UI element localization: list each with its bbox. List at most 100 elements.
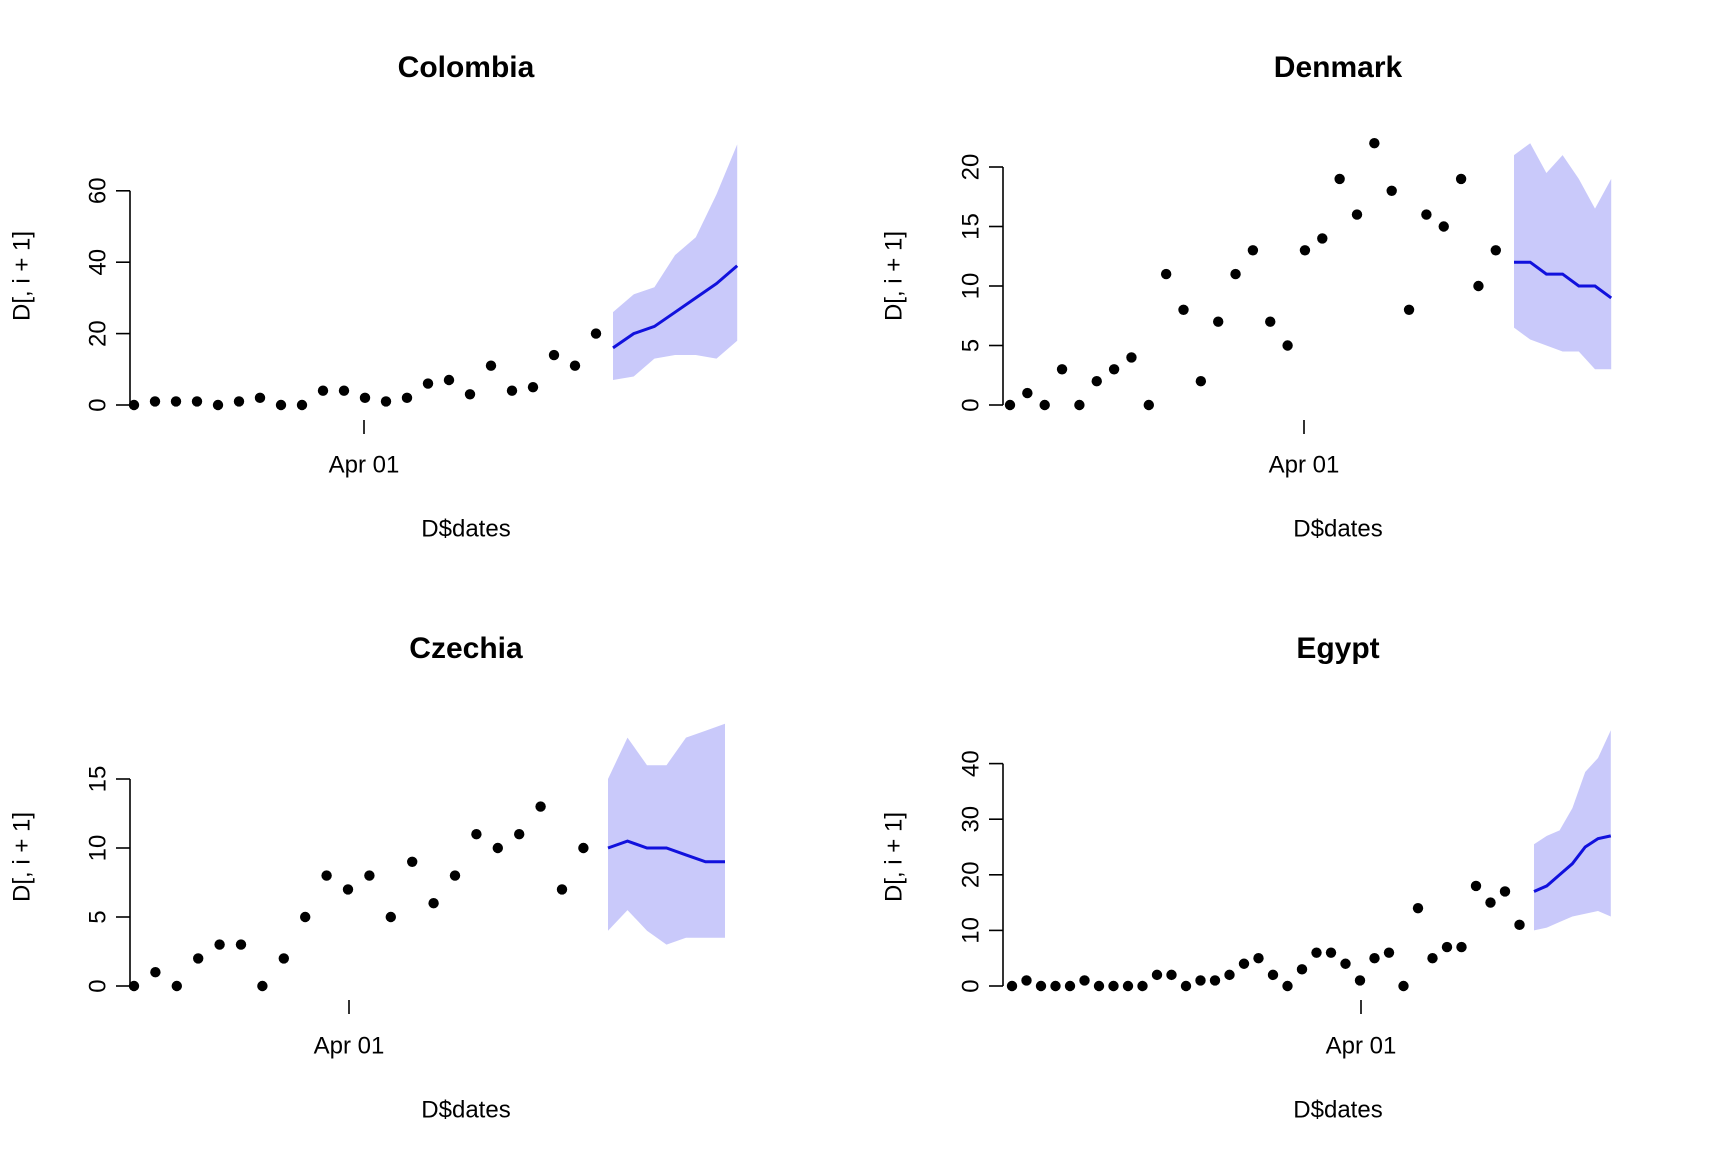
panel-title: Denmark [1274,51,1403,84]
x-axis-title: D$dates [421,516,510,543]
data-point [548,349,560,361]
forecast-line [1533,834,1612,893]
y-tick-label: 20 [958,861,985,888]
data-point [578,842,589,854]
data-point [1398,980,1409,992]
data-point [1180,980,1192,992]
data-point [128,399,140,411]
data-point [1456,941,1467,953]
data-point [275,399,287,411]
x-tick-label: Apr 01 [329,452,400,479]
data-point [342,884,354,895]
data-point [1195,975,1206,986]
data-point [1126,352,1137,363]
data-point [1064,980,1076,992]
data-point [1151,969,1163,981]
data-point [1514,919,1525,931]
data-point [1369,953,1380,964]
y-axis-title: D[, i + 1] [9,812,36,902]
data-point [1108,980,1119,992]
data-point [407,856,418,867]
forecast-band [1534,730,1611,931]
data-point [1213,316,1224,327]
forecast-band [613,144,738,381]
data-point [1122,980,1134,992]
data-point [1351,209,1363,220]
x-tick-label: Apr 01 [1269,452,1340,479]
data-point [1021,975,1032,986]
data-point [380,396,392,407]
data-point [590,328,602,339]
data-point [1230,268,1241,280]
data-point [1056,364,1068,375]
panel-egypt: Egypt 0 10 20 30 40 Apr 01 D$dates D[, i + 1] [881,632,1612,1124]
data-point [321,870,332,881]
data-point [338,385,350,396]
data-point [485,360,497,371]
data-point [1282,980,1293,992]
y-tick-label: 0 [958,398,985,411]
data-point [1006,980,1018,992]
y-tick-label: 0 [958,979,985,992]
data-point [128,980,140,992]
data-point [171,980,182,992]
data-point [1386,185,1397,196]
data-point [1166,969,1177,981]
data-point [1079,975,1090,986]
data-point [556,884,568,895]
data-point [1022,387,1033,399]
data-point [1137,980,1148,992]
data-point [492,842,503,854]
data-point [1296,964,1308,975]
data-point [527,381,539,393]
data-point [1485,897,1496,908]
y-tick-label: 10 [958,917,985,944]
y-axis-title: D[, i + 1] [881,812,908,902]
panel-title: Czechia [409,632,523,665]
data-point [428,898,439,909]
panel-denmark: Denmark 0 5 10 15 20 Apr 01 D$dates D[, i + 1] [881,51,1613,543]
panel-title: Colombia [398,51,535,84]
data-point [359,392,371,404]
panel-czechia: Czechia 0 5 10 15 Apr 01 D$dates D[, i + 1] [9,632,725,1124]
x-axis-title: D$dates [421,1097,510,1124]
data-point [1421,209,1432,220]
data-point [449,870,461,881]
data-point [443,374,455,386]
data-point [1311,947,1322,958]
y-tick-label: 5 [958,339,985,352]
data-point [1224,969,1235,981]
data-point [1039,399,1050,411]
y-tick-label: 15 [85,766,112,793]
data-point [1490,245,1502,256]
forecast-band [1514,143,1612,370]
data-point [1427,953,1438,964]
y-tick-label: 30 [958,806,985,833]
data-point [1035,980,1047,992]
data-point [1265,316,1276,327]
data-point [1267,969,1279,981]
y-tick-label: 60 [85,177,112,204]
y-axis-title: D[, i + 1] [9,231,36,321]
data-point [257,980,268,992]
data-point [1093,980,1105,992]
data-point [296,399,308,411]
data-point [233,396,245,407]
x-axis-title: D$dates [1293,516,1382,543]
y-tick-label: 5 [85,910,112,923]
data-point [1253,953,1264,964]
data-point [535,801,546,812]
data-point [401,392,413,404]
data-point [150,967,161,978]
data-point [1438,221,1449,232]
data-point [1403,304,1415,315]
data-point [212,399,224,411]
forecast-line [612,264,739,350]
panel-title: Egypt [1296,632,1379,665]
data-point [1209,975,1221,986]
x-tick-label: Apr 01 [1326,1033,1397,1060]
y-tick-label: 20 [85,320,112,347]
y-axis-title: D[, i + 1] [881,231,908,321]
data-point [1160,268,1172,280]
